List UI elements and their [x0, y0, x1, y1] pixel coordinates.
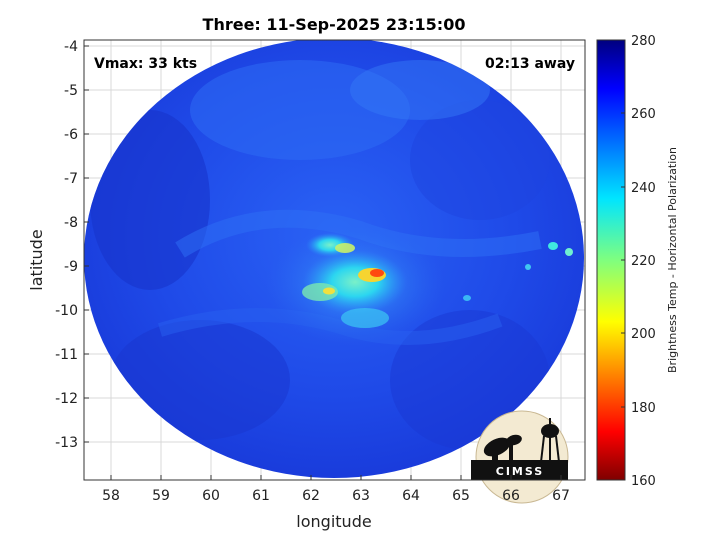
y-tick-label: -5 [64, 83, 78, 99]
x-axis-label: longitude [296, 512, 371, 531]
y-tick-label: -4 [64, 39, 78, 55]
vmax-annotation: Vmax: 33 kts [94, 56, 197, 72]
x-axis: 58 59 60 61 62 63 64 65 66 67 longitude [102, 475, 570, 531]
cimss-logo-text: CIMSS [496, 465, 544, 478]
y-tick-label: -9 [64, 259, 78, 275]
x-tick-label: 65 [452, 488, 470, 504]
x-tick-label: 59 [152, 488, 170, 504]
x-tick-label: 61 [252, 488, 270, 504]
colorbar-tick-label: 260 [631, 107, 656, 122]
colorbar-label: Brightness Temp - Horizontal Polarizatio… [666, 147, 679, 373]
colorbar: 280 260 240 220 200 180 160 Brightness T… [596, 34, 679, 489]
colorbar-tick-label: 200 [631, 327, 656, 342]
colorbar-tick-label: 240 [631, 181, 656, 196]
y-axis: -4 -5 -6 -7 -8 -9 -10 -11 -12 -13 latitu… [27, 39, 89, 451]
y-tick-label: -7 [64, 171, 78, 187]
y-tick-label: -8 [64, 215, 78, 231]
chart-title: Three: 11-Sep-2025 23:15:00 [203, 15, 466, 34]
y-tick-label: -6 [64, 127, 78, 143]
x-tick-label: 66 [502, 488, 520, 504]
time-away-annotation: 02:13 away [485, 56, 575, 72]
colorbar-tick-label: 160 [631, 474, 656, 489]
plot-frame [83, 39, 586, 481]
x-tick-label: 63 [352, 488, 370, 504]
x-tick-label: 62 [302, 488, 320, 504]
x-tick-label: 64 [402, 488, 420, 504]
x-tick-label: 60 [202, 488, 220, 504]
y-axis-label: latitude [27, 229, 46, 290]
y-tick-label: -10 [55, 303, 78, 319]
x-tick-label: 67 [552, 488, 570, 504]
y-tick-label: -11 [55, 347, 78, 363]
y-tick-label: -13 [55, 435, 78, 451]
colorbar-tick-label: 220 [631, 254, 656, 269]
colorbar-tick-label: 180 [631, 401, 656, 416]
x-tick-label: 58 [102, 488, 120, 504]
microwave-swath [84, 40, 584, 478]
colorbar-tick-label: 280 [631, 34, 656, 49]
y-tick-label: -12 [55, 391, 78, 407]
colorbar-scale [596, 39, 626, 481]
